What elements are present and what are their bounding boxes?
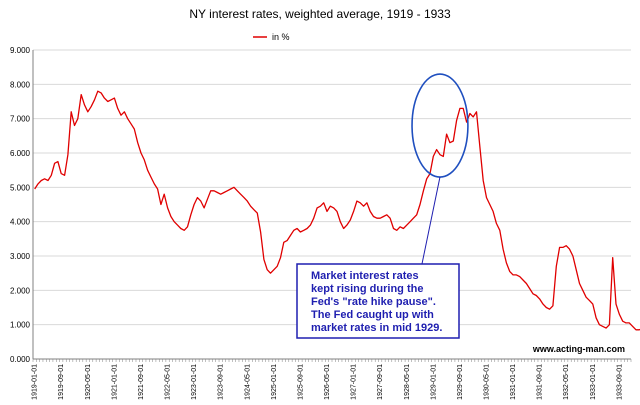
callout-line: Market interest rates [311,270,419,282]
x-tick-label: 1920-05-01 [85,364,92,400]
x-tick-label: 1919-01-01 [32,364,39,400]
x-tick-label: 1919-09-01 [58,364,65,400]
y-tick-label: 3.000 [10,252,31,261]
x-tick-label: 1923-01-01 [191,364,198,400]
callout-line: market rates in mid 1929. [311,322,442,334]
axis-layer [32,50,632,362]
watermark-text: www.acting-man.com [532,344,625,354]
x-tick-label: 1921-01-01 [111,364,118,400]
x-tick-label: 1931-09-01 [537,364,544,400]
y-tick-label: 8.000 [10,80,31,89]
y-tick-label: 6.000 [10,149,31,158]
x-tick-label: 1933-01-01 [590,364,597,400]
callout-pointer [421,176,441,265]
x-tick-label: 1925-01-01 [271,364,278,400]
x-tick-label: 1928-05-01 [404,364,411,400]
x-tick-label: 1929-09-01 [457,364,464,400]
y-tick-label: 1.000 [10,321,31,330]
y-tick-label: 7.000 [10,115,31,124]
x-tick-label: 1927-01-01 [351,364,358,400]
y-tick-label: 4.000 [10,218,31,227]
x-tick-label: 1923-09-01 [218,364,225,400]
grid-layer [33,49,631,326]
callout-line: The Fed caught up with [311,309,434,321]
x-tick-label: 1929-01-01 [430,364,437,400]
y-tick-label: 0.000 [10,355,31,364]
callout-line: kept rising during the [311,283,423,295]
x-tick-label: 1922-05-01 [165,364,172,400]
x-tick-label: 1925-09-01 [297,364,304,400]
callout-line: Fed's "rate hike pause". [311,296,436,308]
y-tick-label: 2.000 [10,286,31,295]
series-layer [34,90,640,331]
x-tick-label: 1931-01-01 [510,364,517,400]
x-tick-label: 1926-05-01 [324,364,331,400]
series-line-in-percent [34,90,640,331]
x-tick-label: 1924-05-01 [244,364,251,400]
x-tick-label: 1930-05-01 [483,364,490,400]
y-tick-label: 9.000 [10,46,31,55]
legend: in % [253,32,290,42]
x-tick-label: 1932-05-01 [563,364,570,400]
chart-title: NY interest rates, weighted average, 191… [189,7,451,21]
legend-label: in % [272,32,290,42]
x-tick-label: 1933-09-01 [616,364,623,400]
x-tick-label: 1927-09-01 [377,364,384,400]
highlight-ellipse [411,73,469,178]
y-tick-labels: 0.000 1.000 2.000 3.000 4.000 5.000 6.000 7.000… [10,46,31,364]
x-tick-label: 1921-09-01 [138,364,145,400]
x-tick-labels: 1919-01-01 1919-09-01 1920-05-01 1921-01-01… [32,364,624,400]
callout-box [296,263,460,339]
y-tick-label: 5.000 [10,183,31,192]
